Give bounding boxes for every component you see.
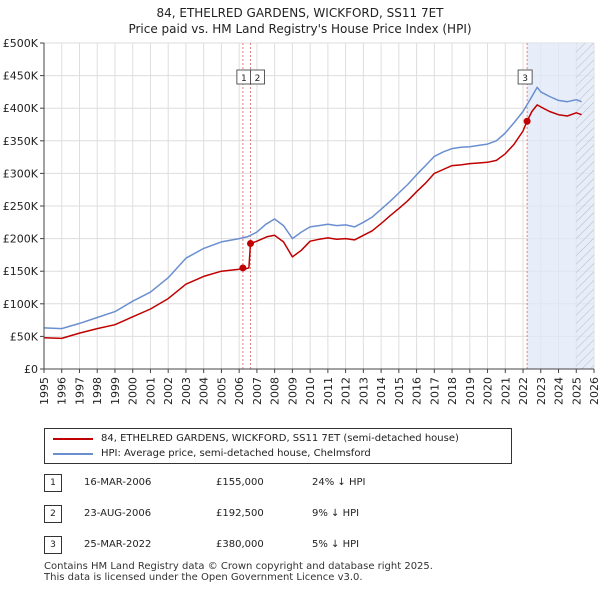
x-tick-label: 2005 xyxy=(215,377,228,405)
legend-swatch-property xyxy=(53,438,93,440)
chart-legend: 84, ETHELRED GARDENS, WICKFORD, SS11 7ET… xyxy=(44,428,512,464)
x-tick-label: 2016 xyxy=(411,377,424,405)
x-tick-label: 2025 xyxy=(570,377,583,405)
y-tick-label: £0 xyxy=(24,363,38,376)
x-tick-label: 2003 xyxy=(180,377,193,405)
property-price-series-line xyxy=(43,104,582,340)
transaction-date: 16-MAR-2006 xyxy=(84,477,152,488)
x-tick-label: 2017 xyxy=(428,377,441,405)
x-tick-label: 2019 xyxy=(464,377,477,405)
footer-attribution: Contains HM Land Registry data © Crown c… xyxy=(44,561,433,583)
transaction-number-badge: 1 xyxy=(44,474,62,492)
y-tick-label: £100K xyxy=(3,298,39,311)
x-tick-label: 2014 xyxy=(375,377,388,405)
sale-label-text-2: 2 xyxy=(255,74,261,84)
x-tick-label: 2001 xyxy=(144,377,157,405)
transaction-price: £155,000 xyxy=(216,477,264,488)
sale-point-1 xyxy=(239,264,247,272)
price-chart: 84, ETHELRED GARDENS, WICKFORD, SS11 7ET… xyxy=(3,6,600,405)
x-tick-label: 2007 xyxy=(251,377,264,405)
x-tick-label: 2011 xyxy=(322,377,335,405)
sale-label-box-3 xyxy=(517,69,533,85)
x-tick-label: 2012 xyxy=(340,377,353,405)
x-tick-label: 2010 xyxy=(304,377,317,405)
forecast-hatch-region xyxy=(576,43,594,369)
transaction-number-badge: 3 xyxy=(44,536,62,554)
hpi-series-line xyxy=(43,86,582,330)
transaction-hpi-diff: 24% ↓ HPI xyxy=(312,477,366,488)
sale-label-1: 1 xyxy=(236,69,252,85)
x-tick-label: 2024 xyxy=(553,377,566,405)
x-tick-label: 2013 xyxy=(357,377,370,405)
x-tick-label: 1997 xyxy=(73,377,86,405)
y-tick-label: £200K xyxy=(3,233,39,246)
transaction-hpi-diff: 9% ↓ HPI xyxy=(312,508,360,519)
footer-line-licence: This data is licensed under the Open Gov… xyxy=(44,572,363,583)
footer-line-copyright: Contains HM Land Registry data © Crown c… xyxy=(44,561,433,572)
x-tick-label: 2018 xyxy=(446,377,459,405)
y-tick-label: £250K xyxy=(3,200,39,213)
y-tick-label: £350K xyxy=(3,135,39,148)
x-tick-label: 2004 xyxy=(198,377,211,405)
sale-point-3 xyxy=(523,117,531,125)
y-tick-label: £150K xyxy=(3,265,39,278)
transaction-price: £380,000 xyxy=(216,539,264,550)
legend-label-hpi: HPI: Average price, semi-detached house,… xyxy=(101,448,371,459)
x-tick-label: 1998 xyxy=(91,377,104,405)
transaction-hpi-diff: 5% ↓ HPI xyxy=(312,539,360,550)
y-tick-label: £500K xyxy=(3,37,39,50)
chart-subtitle: Price paid vs. HM Land Registry's House … xyxy=(128,22,471,36)
legend-swatch-hpi xyxy=(53,453,93,455)
x-tick-label: 2020 xyxy=(482,377,495,405)
x-tick-label: 1999 xyxy=(109,377,122,405)
x-tick-label: 2006 xyxy=(233,377,246,405)
transaction-date: 23-AUG-2006 xyxy=(84,508,152,519)
transaction-price: £192,500 xyxy=(216,508,264,519)
transaction-date: 25-MAR-2022 xyxy=(84,539,152,550)
sale-label-box-2 xyxy=(250,69,265,85)
legend-label-property: 84, ETHELRED GARDENS, WICKFORD, SS11 7ET… xyxy=(101,433,459,444)
chart-title: 84, ETHELRED GARDENS, WICKFORD, SS11 7ET xyxy=(156,6,444,20)
sale-label-2: 2 xyxy=(250,69,265,85)
sale-label-text-3: 3 xyxy=(522,74,528,84)
x-tick-label: 1996 xyxy=(56,377,69,405)
x-tick-label: 2023 xyxy=(535,377,548,405)
x-tick-label: 2021 xyxy=(499,377,512,405)
y-tick-label: £50K xyxy=(10,330,39,343)
x-tick-label: 1995 xyxy=(38,377,51,405)
transaction-number-badge: 2 xyxy=(44,505,62,523)
sale-label-3: 3 xyxy=(517,69,533,85)
x-tick-label: 2000 xyxy=(127,377,140,405)
sale-point-2 xyxy=(247,239,255,247)
x-tick-label: 2022 xyxy=(517,377,530,405)
x-tick-label: 2008 xyxy=(269,377,282,405)
y-tick-label: £450K xyxy=(3,70,39,83)
x-tick-label: 2026 xyxy=(588,377,600,405)
x-tick-label: 2002 xyxy=(162,377,175,405)
y-tick-label: £300K xyxy=(3,167,39,180)
y-tick-label: £400K xyxy=(3,102,39,115)
sale-label-text-1: 1 xyxy=(241,74,247,84)
x-tick-label: 2009 xyxy=(286,377,299,405)
x-tick-label: 2015 xyxy=(393,377,406,405)
